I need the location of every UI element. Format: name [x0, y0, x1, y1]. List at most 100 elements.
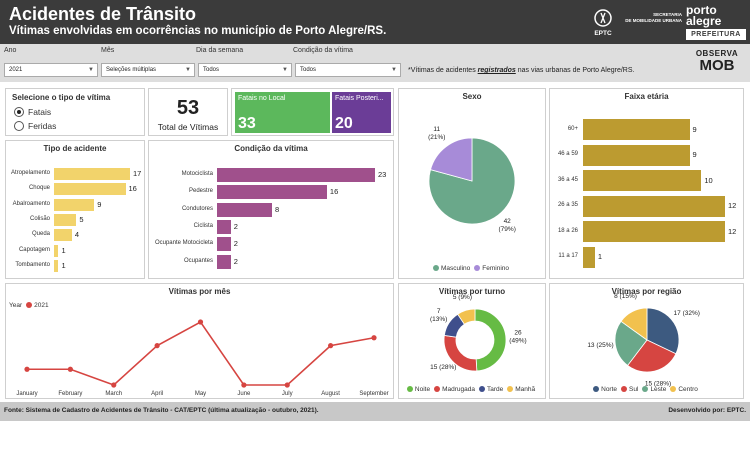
chevron-down-icon: ▼	[88, 67, 94, 73]
card-fatais-posteriores-label: Fatais Posteri...	[335, 95, 384, 102]
x-tick-september: September	[359, 391, 388, 397]
bar-11-a-17	[583, 246, 595, 268]
legend-item-norte[interactable]: Norte	[593, 386, 617, 393]
card-fatais-local-value: 33	[238, 115, 256, 132]
point-january[interactable]	[24, 366, 30, 372]
slice-norte[interactable]	[646, 307, 680, 355]
legend-item-leste[interactable]: Leste	[642, 386, 666, 393]
x-tick-february: February	[58, 391, 82, 397]
footer-bar: Fonte: Sistema de Cadastro de Acidentes …	[0, 402, 750, 421]
tipo-acidente-panel: Tipo de acidente Atropelamento 17 Choque 16…	[5, 140, 145, 279]
header-bar: Acidentes de Trânsito Vítimas envolvidas…	[0, 0, 750, 44]
x-tick-january: January	[16, 391, 37, 397]
bar-label-18-a-26: 18 a 26	[557, 227, 578, 234]
bar-label-pedestre: Pedestre	[188, 188, 213, 195]
bar-26-a-35	[583, 195, 725, 217]
bar-label-tombamento: Tombamento	[15, 261, 50, 268]
legend-item-feminino[interactable]: Feminino	[474, 265, 509, 272]
victim-type-title: Selecione o tipo de vítima	[12, 93, 111, 102]
fatalities-cards-panel: Fatais no Local 33 Fatais Posteri... 20	[231, 88, 394, 136]
line-series-2021	[27, 320, 375, 386]
bar-motociclista	[217, 168, 375, 182]
bar-value-60-: 9	[692, 124, 697, 134]
bar-queda	[54, 229, 72, 242]
filter-condicao-select[interactable]: Todos ▼	[295, 63, 401, 77]
legend-dot-icon	[507, 386, 514, 392]
point-september[interactable]	[371, 335, 377, 341]
legend-item-manha[interactable]: Manhã	[507, 386, 535, 393]
observamob-line2: MOB	[699, 57, 735, 74]
bar-36-a-45	[583, 170, 702, 191]
legend-item-centro[interactable]: Centro	[670, 386, 698, 393]
bar-value-choque: 16	[128, 184, 137, 194]
bar-ocupantes	[217, 254, 231, 269]
bar-value-46-a-59: 9	[692, 150, 697, 159]
slice-label-madrugada: 15 (28%)	[430, 364, 456, 371]
filter-label-mes: Mês	[101, 47, 115, 54]
bar-label-11-a-17: 11 a 17	[558, 253, 578, 259]
bar-label-ciclista: Ciclista	[193, 222, 213, 229]
filter-dia-select[interactable]: Todos ▼	[198, 63, 292, 77]
vitimas-mes-title: Vítimas por mês	[168, 287, 231, 296]
bar-value-condutores: 8	[274, 204, 280, 214]
eptc-logo-text: EPTC	[594, 30, 612, 37]
page-subtitle: Vítimas envolvidas em ocorrências no mun…	[9, 25, 387, 37]
point-february[interactable]	[67, 366, 73, 372]
radio-fatais[interactable]	[14, 107, 24, 117]
bar-value-ocupantes: 2	[233, 256, 238, 266]
point-april[interactable]	[154, 343, 160, 349]
chevron-down-icon: ▼	[185, 67, 191, 73]
bar-label-queda: Queda	[31, 231, 50, 238]
bar-value-26-a-35: 12	[728, 201, 737, 210]
condicao-vitima-panel: Condição da vítima Motociclista 23 Pedestr…	[148, 140, 394, 279]
legend-item-madrugada[interactable]: Madrugada	[434, 386, 475, 393]
bar-ciclista	[217, 219, 231, 234]
filter-mes-select[interactable]: Seleções múltiplas ▼	[101, 63, 195, 77]
slice-centro[interactable]	[620, 307, 648, 341]
slice-feminino[interactable]	[430, 137, 473, 182]
filter-ano-select[interactable]: 2021 ▼	[4, 63, 98, 77]
slice-leste[interactable]	[614, 320, 648, 366]
filter-ano-value: 2021	[9, 67, 23, 73]
total-panel: 53 Total de Vítimas	[148, 88, 228, 136]
radio-feridas[interactable]	[14, 121, 24, 131]
vitimas-regiao-title: Vítimas por região	[611, 287, 682, 296]
bar-value-pedestre: 16	[329, 187, 339, 197]
bar-atropelamento	[54, 168, 130, 180]
legend-item-masculino[interactable]: Masculino	[433, 265, 470, 272]
bar-label-ocupante-motocicleta: Ocupante Motocicleta	[154, 240, 213, 247]
point-july[interactable]	[284, 382, 290, 388]
legend-item-2021[interactable]: 2021	[26, 302, 49, 309]
card-fatais-local-label: Fatais no Local	[238, 95, 286, 102]
bar-label-36-a-45: 36 a 45	[557, 176, 578, 183]
slice-masculino[interactable]	[428, 137, 516, 225]
point-june[interactable]	[241, 382, 247, 388]
bar-label-choque: Choque	[28, 185, 50, 192]
radio-feridas-label[interactable]: Feridas	[28, 121, 57, 131]
point-may[interactable]	[197, 319, 204, 325]
radio-fatais-label[interactable]: Fatais	[28, 107, 52, 117]
bar-choque	[54, 183, 126, 196]
vitimas-por-regiao-legend: Norte Sul Leste Centro	[550, 386, 745, 393]
x-tick-may: May	[195, 391, 206, 397]
legend-dot-icon	[593, 386, 600, 392]
legend-item-noite[interactable]: Noite	[406, 386, 430, 393]
bar-value-atropelamento: 17	[133, 169, 142, 178]
slice-sul[interactable]	[627, 339, 677, 373]
slice-label-sul: 15 (28%)	[645, 381, 671, 388]
card-fatais-local: Fatais no Local 33	[235, 92, 330, 133]
filter-label-condicao: Condição da vítima	[293, 47, 353, 54]
legend-dot-icon	[26, 302, 33, 308]
bar-value-ocupante-motocicleta: 2	[233, 239, 238, 249]
point-august[interactable]	[328, 343, 334, 349]
bar-value-abalroamento: 9	[97, 199, 102, 209]
point-march[interactable]	[111, 382, 117, 388]
legend-item-tarde[interactable]: Tarde	[478, 386, 503, 393]
x-tick-august: August	[321, 391, 340, 397]
filter-label-dia: Dia da semana	[196, 47, 244, 54]
slice-noite[interactable]	[474, 308, 507, 372]
legend-item-sul[interactable]: Sul	[621, 386, 638, 393]
chevron-down-icon: ▼	[391, 67, 397, 73]
slice-manha[interactable]	[457, 308, 476, 325]
note-suffix: nas vias urbanas de Porto Alegre/RS.	[515, 67, 635, 74]
